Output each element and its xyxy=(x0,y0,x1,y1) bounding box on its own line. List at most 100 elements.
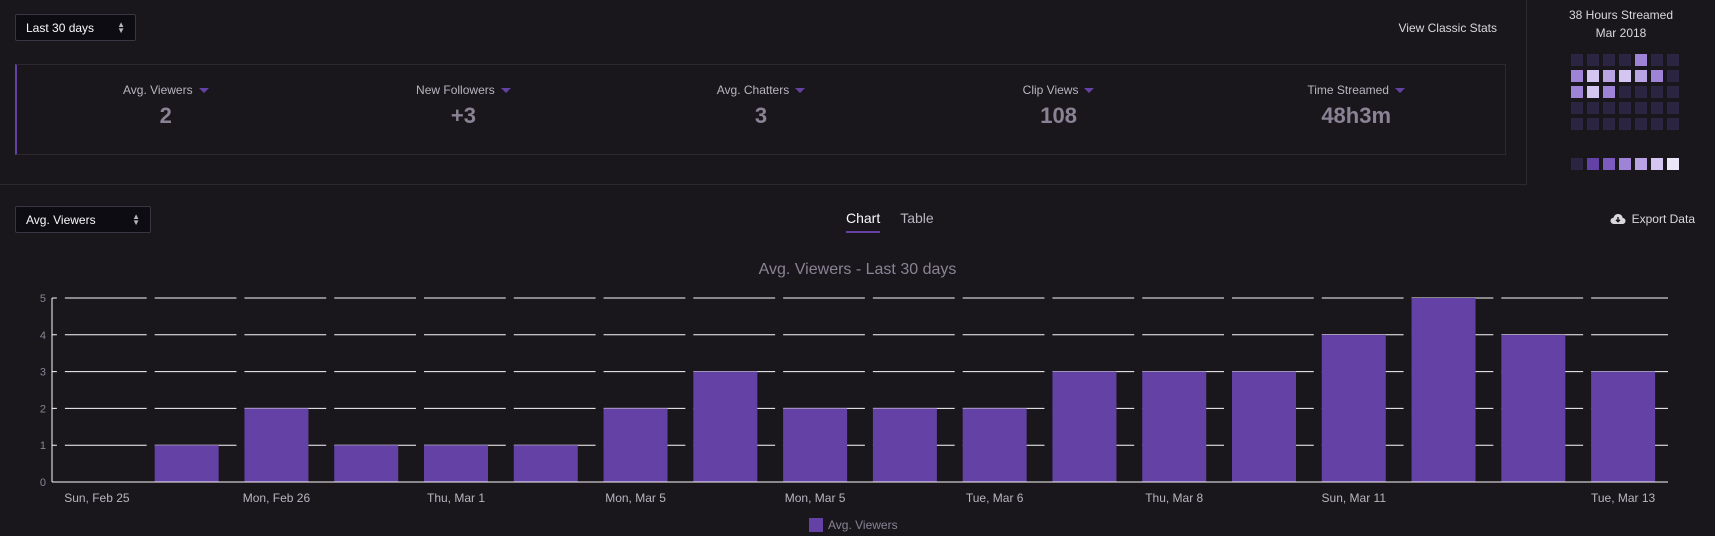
calendar-day-cell[interactable] xyxy=(1651,102,1663,114)
metric-select[interactable]: Avg. Viewers ▲ ▼ xyxy=(15,206,151,233)
bar-gap xyxy=(416,296,424,482)
bar-avg-viewers[interactable] xyxy=(693,371,758,482)
bar-avg-viewers[interactable] xyxy=(1591,371,1656,482)
caret-down-icon xyxy=(795,87,806,93)
legend-swatch xyxy=(809,518,823,532)
y-tick-label: 1 xyxy=(40,440,46,452)
x-tick-label: Tue, Mar 6 xyxy=(966,491,1024,505)
bar-avg-viewers[interactable] xyxy=(334,445,399,482)
calendar-day-cell[interactable] xyxy=(1635,70,1647,82)
bar-avg-viewers[interactable] xyxy=(1321,334,1386,482)
bar-avg-viewers[interactable] xyxy=(783,408,848,482)
bar-gap xyxy=(1403,296,1412,482)
stat-label-dropdown[interactable]: Avg. Viewers xyxy=(123,83,209,97)
calendar-day-cell[interactable] xyxy=(1603,70,1615,82)
chart-title: Avg. Viewers - Last 30 days xyxy=(758,261,957,278)
calendar-day-cell[interactable] xyxy=(1571,70,1583,82)
calendar-day-cell[interactable] xyxy=(1619,70,1631,82)
calendar-day-cell[interactable] xyxy=(1619,54,1631,66)
export-data-button[interactable]: Export Data xyxy=(1610,212,1695,226)
bar-avg-viewers[interactable] xyxy=(1142,371,1207,482)
stat-label-dropdown[interactable]: Avg. Chatters xyxy=(716,83,806,97)
stat-label-text: Avg. Chatters xyxy=(716,83,790,97)
calendar-day-cell[interactable] xyxy=(1651,118,1663,130)
stat-label-text: Avg. Viewers xyxy=(123,83,193,97)
view-classic-stats-link[interactable]: View Classic Stats xyxy=(1398,21,1497,35)
bar-gap xyxy=(326,296,335,482)
calendar-day-cell[interactable] xyxy=(1619,102,1631,114)
calendar-day-cell[interactable] xyxy=(1603,54,1615,66)
calendar-day-cell[interactable] xyxy=(1635,54,1647,66)
scale-level-cell xyxy=(1571,158,1583,170)
caret-down-icon xyxy=(198,87,209,93)
calendar-day-cell[interactable] xyxy=(1571,102,1583,114)
cloud-download-icon xyxy=(1610,214,1626,224)
bar-avg-viewers[interactable] xyxy=(424,445,488,482)
calendar-day-cell[interactable] xyxy=(1635,102,1647,114)
stat-label-dropdown[interactable]: New Followers xyxy=(416,83,511,97)
calendar-day-cell[interactable] xyxy=(1587,102,1599,114)
calendar-day-cell[interactable] xyxy=(1667,118,1679,130)
stat-value: 48h3m xyxy=(1321,103,1392,128)
stat-label-text: Clip Views xyxy=(1022,83,1079,97)
x-tick-label: Mon, Mar 5 xyxy=(605,491,666,505)
bar-avg-viewers[interactable] xyxy=(1052,371,1117,482)
calendar-day-cell[interactable] xyxy=(1587,70,1599,82)
calendar-day-cell[interactable] xyxy=(1571,86,1583,98)
bar-avg-viewers[interactable] xyxy=(1232,371,1296,482)
calendar-day-cell[interactable] xyxy=(1651,70,1663,82)
chart-legend[interactable]: Avg. Viewers xyxy=(809,518,898,532)
calendar-day-cell[interactable] xyxy=(1651,86,1663,98)
bar-avg-viewers[interactable] xyxy=(1411,298,1476,482)
calendar-day-cell[interactable] xyxy=(1667,102,1679,114)
bar-gap xyxy=(685,296,694,482)
bar-avg-viewers[interactable] xyxy=(1501,334,1566,482)
bar-gap xyxy=(1134,296,1143,482)
export-data-label: Export Data xyxy=(1631,212,1695,226)
calendar-day-cell[interactable] xyxy=(1619,118,1631,130)
bar-avg-viewers[interactable] xyxy=(872,408,937,482)
caret-down-icon xyxy=(1084,87,1095,93)
stat-label-dropdown[interactable]: Clip Views xyxy=(1023,83,1095,97)
stat-label-text: New Followers xyxy=(416,83,495,97)
tab-chart[interactable]: Chart xyxy=(846,210,881,233)
calendar-day-cell[interactable] xyxy=(1587,86,1599,98)
caret-down-icon xyxy=(1394,87,1405,93)
calendar-day-cell[interactable] xyxy=(1603,86,1615,98)
calendar-day-cell[interactable] xyxy=(1603,118,1615,130)
bar-avg-viewers[interactable] xyxy=(962,408,1027,482)
updown-caret-icon: ▲ ▼ xyxy=(117,19,125,35)
calendar-day-cell[interactable] xyxy=(1635,86,1647,98)
bar-avg-viewers[interactable] xyxy=(244,408,309,482)
y-tick-label: 3 xyxy=(40,367,46,379)
calendar-day-cell[interactable] xyxy=(1651,54,1663,66)
bar-gap xyxy=(864,296,873,482)
calendar-day-cell[interactable] xyxy=(1635,118,1647,130)
calendar-month-text: Mar 2018 xyxy=(1595,26,1647,40)
hours-streamed-title: 38 Hours Streamed Mar 2018 xyxy=(1527,6,1715,42)
streamed-calendar-panel: 38 Hours Streamed Mar 2018 xyxy=(1527,0,1715,185)
stat-value: +3 xyxy=(450,103,476,128)
stat-label-dropdown[interactable]: Time Streamed xyxy=(1307,83,1405,97)
calendar-day-cell[interactable] xyxy=(1619,86,1631,98)
calendar-day-cell[interactable] xyxy=(1667,70,1679,82)
y-tick-label: 0 xyxy=(40,477,46,489)
stat-avg-viewers: Avg. Viewers 2 xyxy=(17,65,315,154)
bar-avg-viewers[interactable] xyxy=(603,408,668,482)
stat-value: 108 xyxy=(1040,103,1077,128)
bar-avg-viewers[interactable] xyxy=(154,445,219,482)
tab-table[interactable]: Table xyxy=(900,210,934,226)
date-range-select[interactable]: Last 30 days ▲ ▼ xyxy=(15,14,136,41)
x-tick-label: Sun, Feb 25 xyxy=(64,491,130,505)
metric-select-value: Avg. Viewers xyxy=(26,212,96,227)
calendar-day-cell[interactable] xyxy=(1603,102,1615,114)
calendar-day-cell[interactable] xyxy=(1571,118,1583,130)
x-tick-label: Mon, Mar 5 xyxy=(785,491,846,505)
bar-avg-viewers[interactable] xyxy=(513,445,578,482)
calendar-day-cell[interactable] xyxy=(1667,54,1679,66)
calendar-day-cell[interactable] xyxy=(1587,118,1599,130)
calendar-day-cell[interactable] xyxy=(1587,54,1599,66)
calendar-day-cell[interactable] xyxy=(1571,54,1583,66)
calendar-day-cell[interactable] xyxy=(1667,86,1679,98)
